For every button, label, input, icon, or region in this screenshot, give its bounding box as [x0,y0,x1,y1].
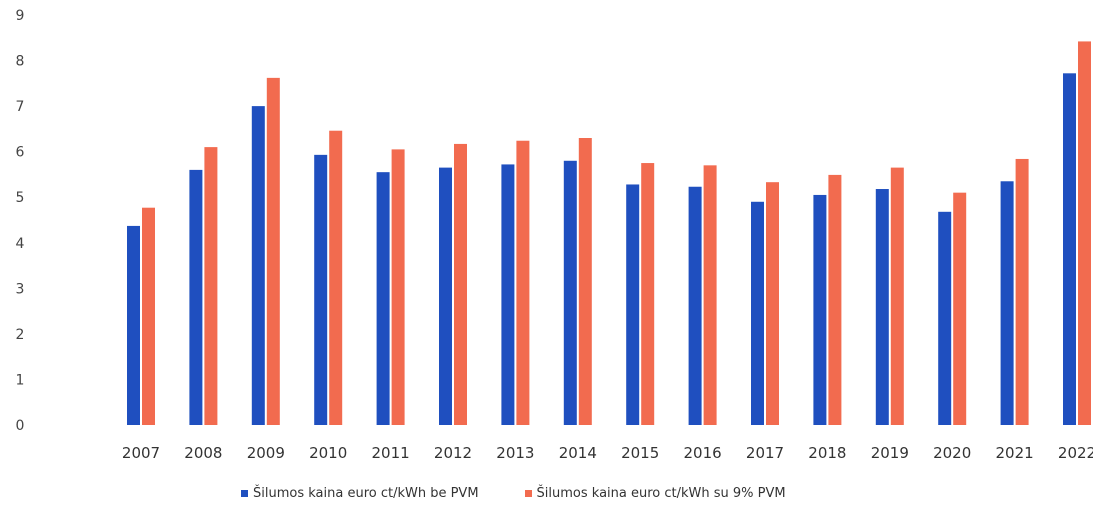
bar-series-2-2016 [703,165,717,426]
bar-series-2-2012 [454,143,467,425]
x-tick-label-2011: 2011 [372,444,410,462]
x-tick-label-2010: 2010 [309,444,347,462]
legend-swatch-series-2 [524,490,532,497]
legend-label-series-1: Šilumos kaina euro ct/kWh be PVM [253,486,479,501]
legend-item-series-2: Šilumos kaina euro ct/kWh su 9% PVM [524,486,786,501]
y-tick-label: 1 [16,372,25,388]
y-tick-label: 6 [16,145,25,161]
bar-series-2-2020 [953,192,967,425]
bar-series-2-2017 [766,182,779,425]
y-tick-label: 7 [16,99,25,115]
legend-label-series-2: Šilumos kaina euro ct/kWh su 9% PVM [536,486,786,501]
bar-series-1-2020 [938,211,952,425]
bar-series-2-2007 [142,207,155,425]
x-axis-ticks: 2007 2008 2009 2010 2011 2012 2013 2014 2015 2016… [122,444,1093,462]
bar-series-1-2008 [189,169,203,425]
x-tick-label-2008: 2008 [184,444,222,462]
legend-swatch-series-1 [241,490,248,497]
chart-bars [127,41,1091,426]
bar-series-1-2009 [251,106,265,425]
bar-series-2-2015 [641,163,655,426]
bar-series-1-2014 [563,160,577,425]
bar-series-2-2022 [1078,41,1091,426]
x-tick-label-2018: 2018 [808,444,846,462]
x-tick-label-2017: 2017 [746,444,784,462]
bar-series-1-2011 [376,172,390,425]
bar-series-2-2009 [266,77,280,425]
x-tick-label-2016: 2016 [684,444,722,462]
x-tick-label-2015: 2015 [621,444,659,462]
y-tick-label: 0 [16,418,25,434]
y-axis-ticks: 0 1 2 3 4 5 6 7 8 9 [16,8,25,434]
bar-series-1-2019 [875,189,889,425]
bar-series-1-2007 [127,225,140,425]
x-tick-label-2007: 2007 [122,444,160,462]
x-tick-label-2009: 2009 [247,444,285,462]
bar-series-2-2008 [204,147,218,425]
bar-series-2-2013 [516,140,530,425]
legend-item-series-1: Šilumos kaina euro ct/kWh be PVM [241,486,479,501]
chart-legend: Šilumos kaina euro ct/kWh be PVM Šilumos… [241,486,832,501]
y-tick-label: 4 [16,236,25,252]
bar-series-1-2018 [813,194,827,425]
x-tick-label-2022: 2022 [1058,444,1093,462]
y-tick-label: 8 [16,54,25,70]
bar-series-2-2018 [828,174,842,425]
bar-series-1-2015 [626,184,640,425]
bar-series-2-2014 [578,138,592,425]
bar-series-1-2021 [1000,181,1014,425]
bar-series-2-2019 [890,167,904,425]
x-tick-label-2021: 2021 [996,444,1034,462]
x-tick-label-2013: 2013 [496,444,534,462]
y-tick-label: 3 [16,281,25,297]
bar-series-2-2010 [329,130,343,425]
x-tick-label-2020: 2020 [933,444,971,462]
bar-series-1-2012 [439,167,452,425]
x-tick-label-2014: 2014 [559,444,597,462]
y-tick-label: 9 [16,8,25,24]
bar-series-1-2010 [314,154,328,425]
bar-series-1-2022 [1063,73,1076,426]
bar-series-2-2021 [1015,158,1029,425]
x-tick-label-2019: 2019 [871,444,909,462]
y-tick-label: 5 [16,190,25,206]
bar-series-1-2017 [751,201,764,425]
bar-series-1-2016 [688,186,702,425]
x-tick-label-2012: 2012 [434,444,472,462]
bar-series-1-2013 [501,164,515,425]
y-tick-label: 2 [16,327,25,343]
bar-series-2-2011 [391,149,405,425]
